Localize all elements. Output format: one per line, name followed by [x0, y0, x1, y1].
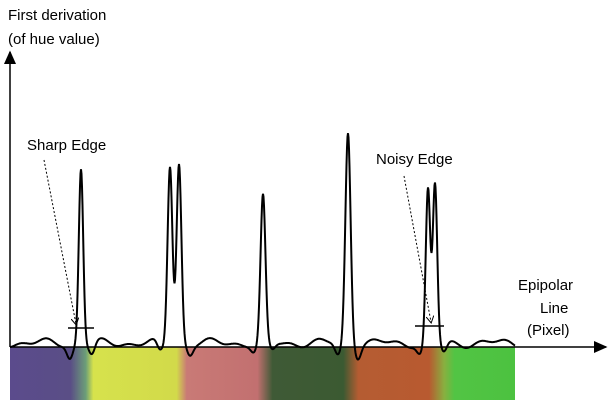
annotation: Sharp Edge [27, 137, 106, 154]
color-strip [10, 347, 515, 400]
x-axis-label: (Pixel) [527, 322, 570, 339]
x-axis-label: Line [540, 300, 568, 317]
annotation: Noisy Edge [376, 151, 453, 168]
x-axis-label: Epipolar [518, 277, 573, 294]
diagram: First derivation (of hue value) Sharp Ed… [0, 0, 613, 400]
y-axis-label: (of hue value) [8, 31, 100, 48]
y-axis-label: First derivation [8, 7, 106, 24]
annotation-arrow [44, 160, 76, 324]
